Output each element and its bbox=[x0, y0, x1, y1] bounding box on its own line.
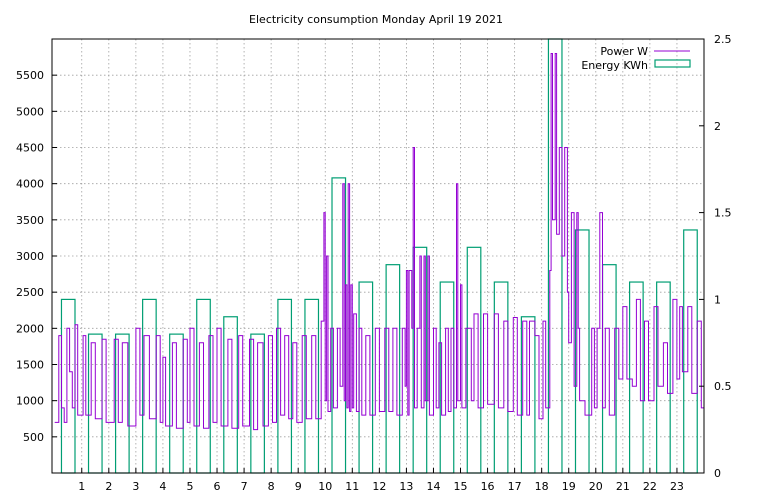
y-left-tick-label-3500: 3500 bbox=[16, 214, 44, 227]
x-tick-label-21: 21 bbox=[616, 480, 630, 493]
x-tick-label-9: 9 bbox=[295, 480, 302, 493]
x-tick-label-15: 15 bbox=[454, 480, 468, 493]
x-tick-label-4: 4 bbox=[159, 480, 166, 493]
x-tick-label-10: 10 bbox=[318, 480, 332, 493]
energy-bar-hour-0 bbox=[60, 298, 76, 474]
energy-bar-hour-14 bbox=[439, 281, 455, 474]
y-left-tick-label-1500: 1500 bbox=[16, 359, 44, 372]
energy-bar-hour-19 bbox=[574, 229, 590, 474]
y-right-tick-label-0: 0 bbox=[714, 467, 721, 480]
x-tick-label-16: 16 bbox=[481, 480, 495, 493]
y-right-tick-label-0.5: 0.5 bbox=[714, 380, 732, 393]
y-left-tick-label-4000: 4000 bbox=[16, 178, 44, 191]
y-right-tick-label-1: 1 bbox=[714, 293, 721, 306]
x-tick-label-14: 14 bbox=[426, 480, 440, 493]
x-tick-label-20: 20 bbox=[589, 480, 603, 493]
energy-bar-hour-10 bbox=[331, 177, 347, 474]
y-left-tick-label-500: 500 bbox=[23, 431, 44, 444]
legend-swatch-energy bbox=[654, 59, 691, 68]
x-tick-label-18: 18 bbox=[535, 480, 549, 493]
legend-label-energy: Energy KWh bbox=[581, 59, 648, 72]
y-right-tick-label-2: 2 bbox=[714, 120, 721, 133]
x-tick-label-7: 7 bbox=[241, 480, 248, 493]
y-right-tick-label-1.5: 1.5 bbox=[714, 207, 732, 220]
energy-bar-hour-23 bbox=[683, 229, 698, 474]
y-left-tick-label-5000: 5000 bbox=[16, 105, 44, 118]
chart-title: Electricity consumption Monday April 19 … bbox=[249, 13, 503, 26]
x-tick-label-6: 6 bbox=[214, 480, 221, 493]
x-tick-label-5: 5 bbox=[186, 480, 193, 493]
legend: Power W Energy KWh bbox=[581, 45, 691, 72]
y-left-tick-label-2500: 2500 bbox=[16, 286, 44, 299]
y-left-tick-label-2000: 2000 bbox=[16, 322, 44, 335]
axes: 1 2 3 4 5 6 7 8 9 10 11 12 13 14 15 16 17 18 19 20 21 22 23500… bbox=[16, 33, 732, 493]
x-tick-label-3: 3 bbox=[132, 480, 139, 493]
x-tick-label-12: 12 bbox=[372, 480, 386, 493]
x-tick-label-17: 17 bbox=[508, 480, 522, 493]
x-tick-label-22: 22 bbox=[643, 480, 657, 493]
y-left-tick-label-4500: 4500 bbox=[16, 142, 44, 155]
x-tick-label-11: 11 bbox=[345, 480, 359, 493]
x-tick-label-23: 23 bbox=[670, 480, 684, 493]
y-right-tick-label-2.5: 2.5 bbox=[714, 33, 732, 46]
y-left-tick-label-5500: 5500 bbox=[16, 69, 44, 82]
x-tick-label-2: 2 bbox=[105, 480, 112, 493]
energy-bar-hour-16 bbox=[493, 281, 509, 474]
x-tick-label-13: 13 bbox=[399, 480, 413, 493]
x-tick-label-1: 1 bbox=[78, 480, 85, 493]
x-tick-label-19: 19 bbox=[562, 480, 576, 493]
legend-label-power: Power W bbox=[600, 45, 648, 58]
x-tick-label-8: 8 bbox=[268, 480, 275, 493]
power-series bbox=[54, 53, 705, 431]
y-left-tick-label-1000: 1000 bbox=[16, 395, 44, 408]
power-line bbox=[54, 53, 705, 431]
grid-lines bbox=[52, 39, 704, 473]
energy-bar-hour-6 bbox=[223, 316, 238, 474]
energy-bar-hour-17 bbox=[520, 316, 536, 474]
y-left-tick-label-3000: 3000 bbox=[16, 250, 44, 263]
